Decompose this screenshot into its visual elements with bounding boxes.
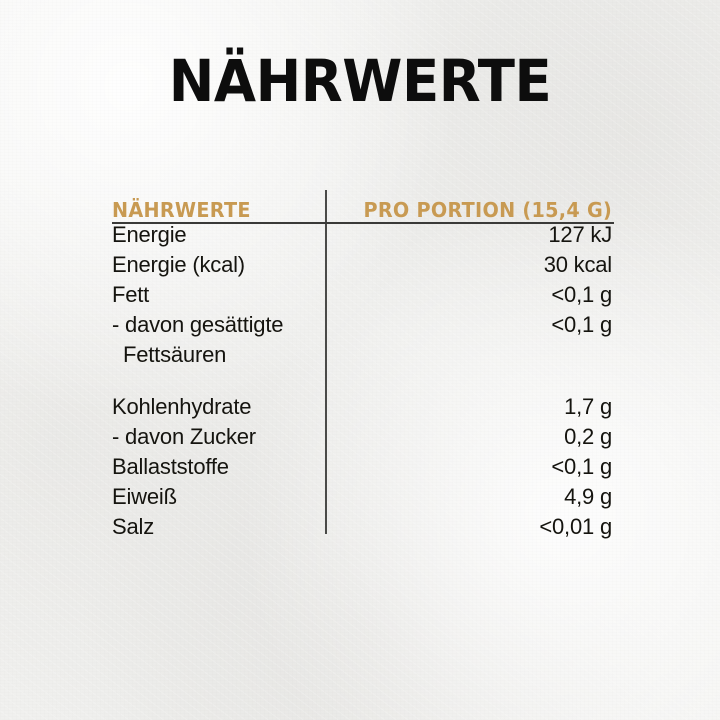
row-value: 1,7 g bbox=[564, 394, 612, 419]
row-value: 30 kcal bbox=[543, 252, 613, 277]
header-rule bbox=[112, 222, 614, 224]
nutrition-table: NÄHRWERTE PRO PORTION (15,4 G) Energie 1… bbox=[112, 190, 614, 544]
row-label: Ballaststoffe bbox=[112, 454, 229, 479]
row-value: 0,2 g bbox=[564, 424, 612, 449]
row-label: Energie bbox=[112, 222, 187, 247]
row-label: - davon Zucker bbox=[112, 424, 256, 449]
table-row: - davon gesättigte <0,1 g bbox=[112, 312, 614, 342]
row-value: <0,1 g bbox=[551, 312, 612, 337]
row-value: 4,9 g bbox=[564, 484, 612, 509]
row-label: Eiweiß bbox=[112, 484, 177, 509]
row-label: Kohlenhydrate bbox=[112, 394, 252, 419]
page-title: NÄHRWERTE bbox=[168, 47, 552, 115]
table-header-row: NÄHRWERTE PRO PORTION (15,4 G) bbox=[112, 190, 614, 224]
header-label-nutrients: NÄHRWERTE bbox=[112, 198, 251, 222]
table-row: Salz <0,01 g bbox=[112, 514, 614, 544]
column-divider bbox=[325, 190, 327, 534]
row-label: Salz bbox=[112, 514, 154, 539]
table-row: Energie 127 kJ bbox=[112, 222, 614, 252]
table-row: Kohlenhydrate 1,7 g bbox=[112, 394, 614, 424]
row-label: - davon gesättigte bbox=[112, 312, 284, 337]
table-row: Ballaststoffe <0,1 g bbox=[112, 454, 614, 484]
row-label: Fettsäuren bbox=[123, 342, 227, 367]
section-spacer bbox=[112, 372, 614, 394]
row-value: <0,01 g bbox=[539, 514, 612, 539]
row-value: <0,1 g bbox=[551, 282, 612, 307]
table-row: Fett <0,1 g bbox=[112, 282, 614, 312]
row-label: Fett bbox=[112, 282, 150, 307]
table-row: - davon Zucker 0,2 g bbox=[112, 424, 614, 454]
row-value: 127 kJ bbox=[548, 222, 612, 247]
header-label-per-portion: PRO PORTION (15,4 G) bbox=[363, 198, 613, 222]
table-row: Energie (kcal) 30 kcal bbox=[112, 252, 614, 282]
row-label: Energie (kcal) bbox=[112, 252, 245, 277]
row-value: <0,1 g bbox=[551, 454, 612, 479]
table-row: Eiweiß 4,9 g bbox=[112, 484, 614, 514]
table-row-continuation: Fettsäuren bbox=[112, 342, 614, 372]
